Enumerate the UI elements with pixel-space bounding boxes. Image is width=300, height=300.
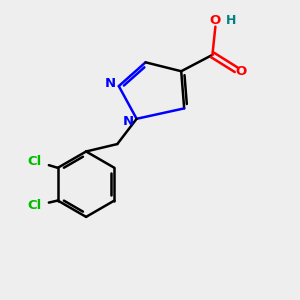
Text: H: H [226,14,236,27]
Text: N: N [105,76,116,90]
Text: O: O [209,14,220,27]
Text: Cl: Cl [27,200,41,212]
Text: O: O [235,65,247,78]
Text: N: N [123,115,134,128]
Text: Cl: Cl [27,155,41,168]
